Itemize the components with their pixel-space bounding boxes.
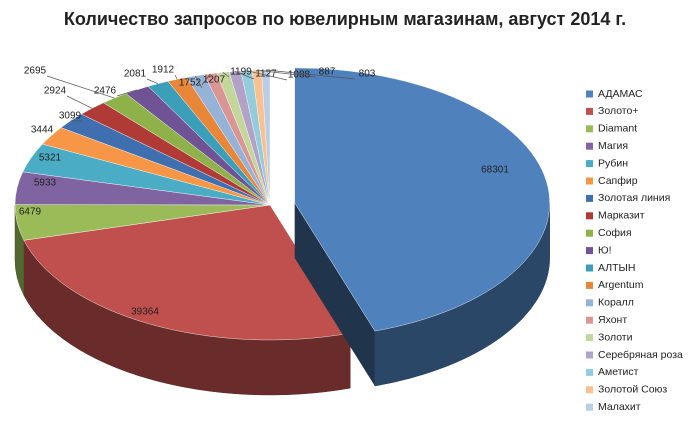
legend-label: София [598,227,632,239]
legend: АДАМАС Золото+ Diamant Магия Рубин Сапфир Золо… [586,88,683,413]
leader-line [195,75,203,89]
legend-label: Argentum [598,279,644,291]
slice-side [294,202,375,387]
legend-label: АЛТЫН [598,262,635,274]
legend-label: Diamant [598,123,637,135]
legend-swatch [586,386,593,394]
legend-label: АДАМАС [598,88,643,100]
legend-swatch [586,90,593,98]
leader-line [265,69,356,80]
legend-label: Малахит [598,401,641,413]
data-label: 1127 [255,69,277,80]
legend-swatch [586,334,593,342]
data-label: 803 [359,69,376,80]
data-label: 68301 [481,165,509,176]
legend-label: Золотой Союз [598,384,667,396]
data-label: 3099 [59,111,82,122]
legend-label: Золотая линия [598,192,670,204]
legend-label: Ю! [598,244,612,256]
legend-swatch [586,281,593,289]
data-label: 1752 [179,78,202,89]
legend-swatch [586,160,593,168]
legend-swatch [586,264,593,272]
data-label: 5933 [34,178,57,189]
data-label: 887 [319,67,336,78]
leader-line [222,72,230,78]
legend-swatch [586,247,593,255]
leader-line [246,70,288,81]
legend-swatch [586,368,593,376]
leader-line [146,78,159,85]
legend-swatch [586,229,593,237]
legend-swatch [586,299,593,307]
legend-label: Коралл [598,297,634,309]
legend-swatch [586,194,593,202]
legend-label: Золото+ [598,105,638,117]
legend-swatch [586,351,593,359]
leader-line [256,69,316,78]
legend-label: Сапфир [598,175,638,187]
data-label: 2476 [94,86,117,97]
data-label: 3444 [31,125,54,136]
slice [294,67,550,332]
legend-label: Золоти [598,331,633,343]
data-label: 2924 [44,86,67,97]
data-label: 5321 [39,153,62,164]
leader-line [46,75,115,99]
legend-swatch [586,125,593,133]
legend-swatch [586,403,593,411]
data-label: 1199 [230,67,252,78]
legend-label: Яхонт [598,314,627,326]
data-label: 2081 [124,69,147,80]
legend-label: Серебряная роза [598,349,683,361]
slice [261,69,271,206]
legend-label: Марказит [598,210,645,222]
legend-swatch [586,107,593,115]
data-label: 39364 [131,307,159,318]
leader-line [174,74,178,80]
data-label: 1912 [152,65,175,76]
legend-label: Аметист [598,366,639,378]
leader-line [116,89,137,97]
leader-line [201,73,211,86]
legend-swatch [586,177,593,185]
legend-swatch [586,212,593,220]
legend-swatch [586,316,593,324]
data-label: 1207 [203,75,226,86]
slice [23,204,351,341]
data-label: 6479 [19,207,42,218]
leader-line [66,95,93,109]
legend-label: Рубин [598,157,628,169]
leader-line [234,70,255,80]
legend-label: Магия [598,140,628,152]
data-label: 2695 [24,66,47,77]
legend-swatch [586,142,593,150]
chart-title: Количество запросов по ювелирным магазин… [63,9,627,29]
